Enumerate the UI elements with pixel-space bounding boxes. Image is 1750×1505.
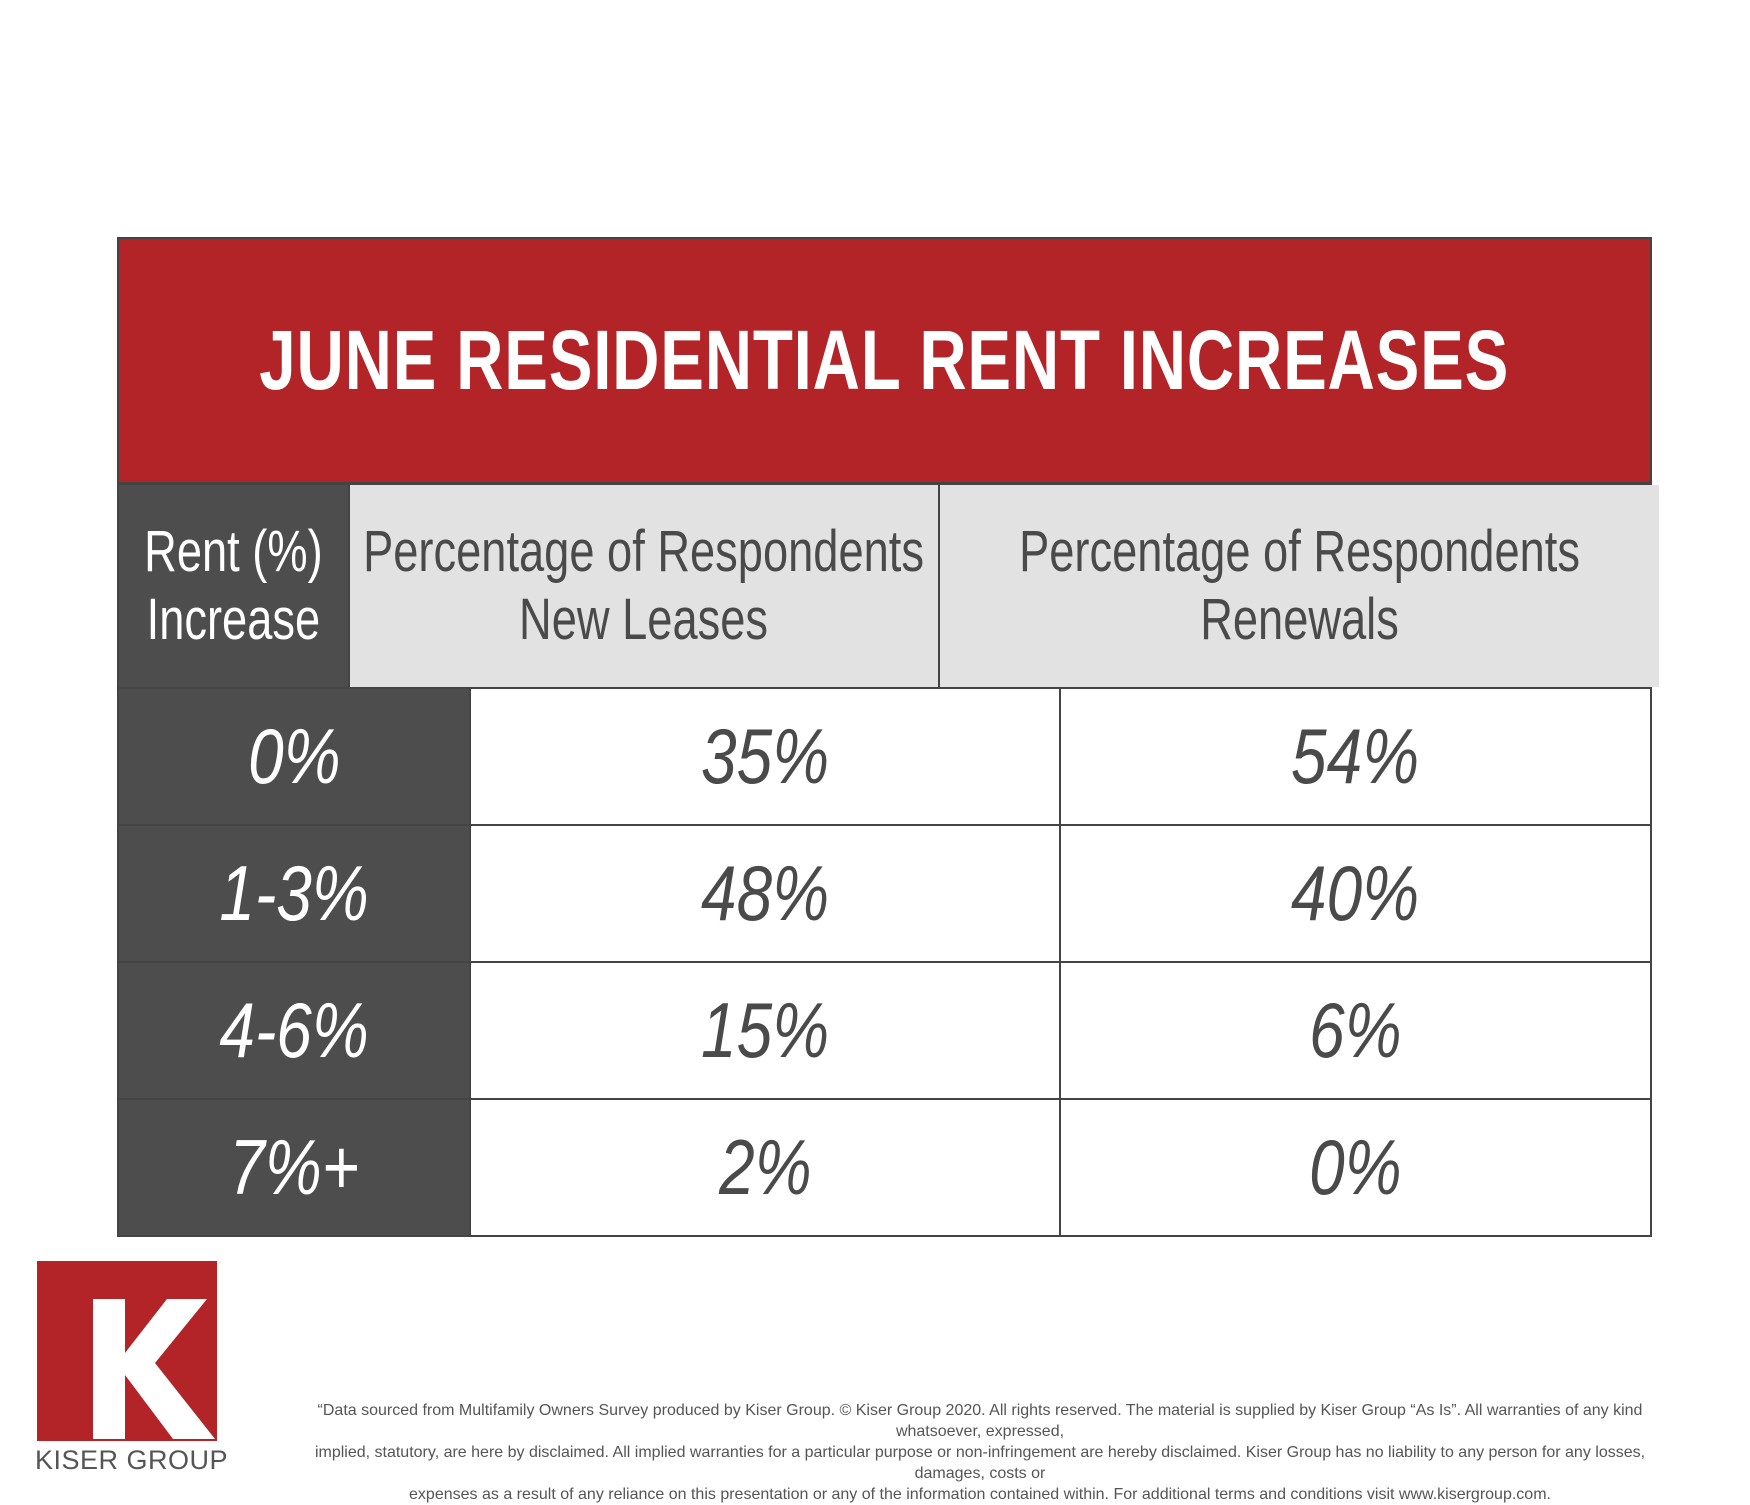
renewals-value: 0% — [1309, 1123, 1402, 1211]
renewals-value: 6% — [1309, 986, 1402, 1074]
renewals-cell: 0% — [1061, 1100, 1650, 1235]
rent-increase-table: JUNE RESIDENTIAL RENT INCREASES Rent (%)… — [117, 237, 1659, 1237]
header-new-leases-line1: Percentage of Respondents — [363, 519, 925, 584]
row-category: 4-6% — [219, 986, 369, 1074]
new-leases-cell: 48% — [471, 826, 1061, 961]
header-rent-increase: Rent (%) Increase — [119, 485, 350, 687]
renewals-value: 54% — [1291, 712, 1420, 800]
table-title: JUNE RESIDENTIAL RENT INCREASES — [259, 313, 1510, 407]
row-category: 1-3% — [219, 849, 369, 937]
new-leases-cell: 35% — [471, 689, 1061, 824]
renewals-cell: 54% — [1061, 689, 1650, 824]
row-category-cell: 0% — [119, 689, 471, 824]
kiser-group-logo — [37, 1261, 217, 1441]
brand-name: KISER GROUP — [35, 1445, 229, 1475]
header-renewals-line1: Percentage of Respondents — [1018, 519, 1580, 584]
table-row: 7%+ 2% 0% — [119, 1098, 1650, 1235]
new-leases-value: 15% — [700, 986, 830, 1074]
logo-k-mark — [93, 1299, 215, 1439]
new-leases-cell: 2% — [471, 1100, 1061, 1235]
disclaimer-line: implied, statutory, are here by disclaim… — [314, 1444, 1646, 1482]
row-category: 0% — [247, 712, 341, 800]
table-header-row: Rent (%) Increase Percentage of Responde… — [119, 482, 1659, 687]
table-title-bar: JUNE RESIDENTIAL RENT INCREASES — [119, 239, 1650, 482]
header-rent-increase-line2: Increase — [146, 587, 321, 652]
header-renewals: Percentage of Respondents Renewals — [939, 485, 1659, 687]
row-category-cell: 7%+ — [119, 1100, 471, 1235]
new-leases-value: 35% — [700, 712, 830, 800]
header-rent-increase-line1: Rent (%) — [144, 519, 323, 584]
new-leases-value: 48% — [700, 849, 830, 937]
row-category: 7%+ — [229, 1123, 359, 1211]
header-new-leases-line2: New Leases — [519, 587, 769, 652]
header-renewals-line2: Renewals — [1200, 587, 1399, 652]
renewals-value: 40% — [1291, 849, 1420, 937]
header-new-leases: Percentage of Respondents New Leases — [349, 485, 940, 687]
disclaimer-line: “Data sourced from Multifamily Owners Su… — [317, 1402, 1643, 1440]
renewals-cell: 6% — [1061, 963, 1650, 1098]
disclaimer-line: expenses as a result of any reliance on … — [409, 1486, 1551, 1503]
table-row: 1-3% 48% 40% — [119, 824, 1650, 961]
row-category-cell: 1-3% — [119, 826, 471, 961]
disclaimer-text: “Data sourced from Multifamily Owners Su… — [290, 1400, 1670, 1505]
table-row: 4-6% 15% 6% — [119, 961, 1650, 1098]
new-leases-cell: 15% — [471, 963, 1061, 1098]
new-leases-value: 2% — [718, 1123, 812, 1211]
row-category-cell: 4-6% — [119, 963, 471, 1098]
table-row: 0% 35% 54% — [119, 687, 1650, 824]
renewals-cell: 40% — [1061, 826, 1650, 961]
